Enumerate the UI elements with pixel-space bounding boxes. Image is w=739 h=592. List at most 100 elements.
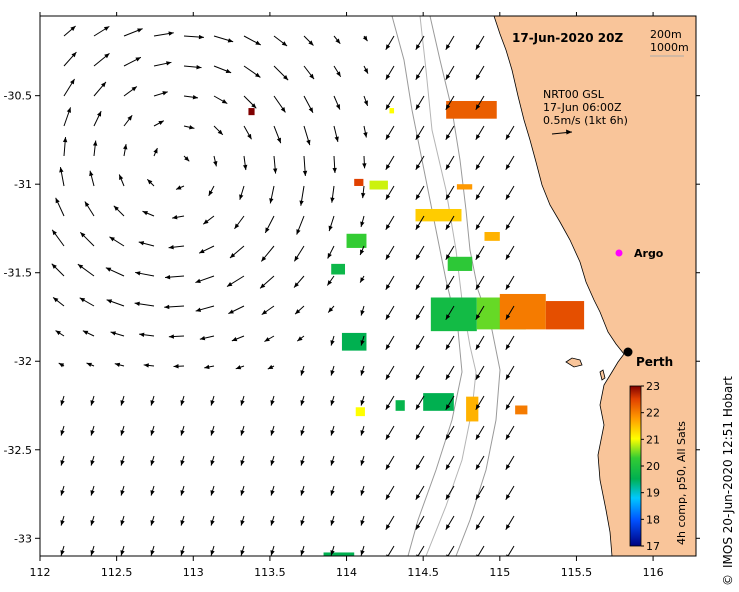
current-arrow	[327, 245, 335, 259]
y-tick-label: -32	[14, 355, 32, 368]
current-arrow	[123, 114, 133, 127]
current-arrow	[243, 35, 262, 46]
current-arrow	[60, 515, 65, 526]
current-arrow	[296, 215, 305, 235]
y-tick-label: -31	[14, 178, 32, 191]
current-arrow	[120, 515, 125, 526]
current-arrow	[330, 545, 335, 556]
current-arrow	[359, 245, 365, 256]
current-arrow	[300, 545, 305, 556]
current-arrow	[445, 245, 455, 260]
sst-patch	[389, 108, 395, 114]
current-arrow	[330, 425, 335, 436]
current-arrow	[385, 395, 395, 410]
current-arrow	[139, 332, 155, 337]
current-arrow	[59, 167, 65, 187]
current-arrow	[475, 65, 485, 80]
current-arrow	[86, 362, 95, 367]
current-arrow	[228, 305, 245, 315]
current-arrow	[445, 335, 455, 350]
sst-layer	[248, 100, 585, 556]
current-arrow	[153, 120, 165, 127]
current-arrow	[153, 91, 168, 97]
current-arrow	[84, 201, 95, 217]
current-arrow	[385, 275, 395, 290]
current-arrow	[168, 334, 185, 339]
current-arrow	[60, 545, 65, 556]
current-arrow	[385, 485, 395, 500]
sst-patch	[395, 400, 405, 411]
current-arrow	[123, 86, 138, 97]
current-arrow	[360, 455, 365, 466]
current-arrow	[180, 545, 185, 556]
current-arrow	[360, 395, 365, 406]
current-arrow	[333, 125, 339, 142]
current-arrow	[330, 185, 335, 203]
current-arrow	[260, 245, 275, 262]
current-arrow	[475, 185, 485, 200]
current-arrow	[445, 95, 455, 110]
current-arrow	[385, 335, 395, 350]
x-tick-label: 115	[489, 566, 510, 579]
current-arrow	[385, 455, 395, 470]
current-arrow	[294, 305, 305, 315]
land-mass	[493, 16, 696, 556]
current-arrow	[90, 425, 95, 436]
current-arrow	[385, 35, 395, 50]
current-arrow	[123, 144, 128, 157]
current-arrow	[52, 297, 65, 307]
current-arrow	[58, 362, 65, 368]
current-arrow	[183, 64, 202, 70]
current-arrow	[60, 455, 65, 466]
current-arrow	[505, 185, 515, 200]
current-arrow	[330, 485, 335, 496]
current-arrow	[93, 25, 110, 37]
current-arrow	[142, 210, 155, 217]
current-arrow	[79, 297, 95, 307]
current-arrow	[360, 425, 365, 436]
current-arrow	[505, 155, 515, 170]
current-arrow	[150, 455, 155, 466]
current-arrow	[204, 364, 215, 370]
current-arrow	[360, 335, 365, 346]
current-arrow	[272, 155, 278, 174]
current-arrow	[55, 330, 65, 337]
current-arrow	[90, 485, 95, 496]
current-arrow	[330, 515, 335, 526]
current-arrow	[51, 229, 65, 247]
current-arrow	[239, 185, 245, 200]
current-arrow	[445, 185, 455, 200]
x-tick-label: 116	[643, 566, 664, 579]
current-arrow	[300, 485, 305, 496]
sst-patch	[323, 552, 355, 556]
current-arrow	[415, 395, 425, 410]
current-arrow	[300, 425, 305, 436]
current-arrow	[210, 395, 215, 406]
current-arrow	[195, 275, 215, 284]
y-tick-label: -30.5	[4, 90, 32, 103]
current-arrow	[273, 65, 289, 81]
current-arrow	[385, 95, 395, 110]
current-arrow	[175, 185, 185, 190]
x-tick-label: 112	[30, 566, 51, 579]
current-arrow	[82, 330, 95, 337]
current-arrow	[475, 245, 485, 260]
garden-island	[599, 369, 606, 381]
current-arrow	[183, 125, 195, 130]
x-tick-label: 113	[183, 566, 204, 579]
current-arrow	[150, 425, 155, 436]
sst-patch	[466, 396, 479, 422]
x-tick-label: 114.5	[407, 566, 439, 579]
colorbar-gradient	[629, 385, 642, 547]
current-arrow	[183, 155, 190, 162]
current-arrow	[360, 365, 365, 376]
current-arrow	[303, 35, 314, 46]
current-arrow	[114, 362, 125, 368]
current-arrow	[183, 34, 204, 40]
current-arrow	[153, 61, 172, 67]
current-arrow	[385, 185, 395, 200]
current-arrow	[303, 95, 314, 114]
current-arrow	[326, 275, 335, 286]
current-arrow	[261, 305, 275, 316]
